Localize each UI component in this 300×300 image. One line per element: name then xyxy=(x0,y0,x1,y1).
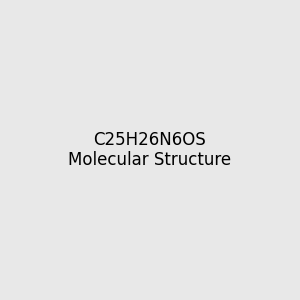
Text: C25H26N6OS
Molecular Structure: C25H26N6OS Molecular Structure xyxy=(68,130,232,170)
